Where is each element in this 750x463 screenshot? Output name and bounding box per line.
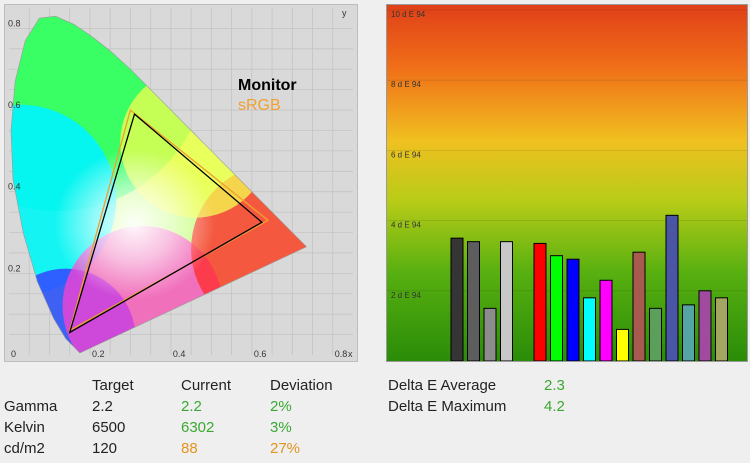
y-tick-label: 0.6 [8,100,21,110]
x-tick-label: 0.2 [92,349,105,359]
row-luminance-current: 88 [181,440,198,457]
cie-chart-svg: 0 0.2 0.4 0.6 0.8 0.2 0.4 0.6 0.8 x y Monitor sR… [8,8,353,359]
delta-e-bar [649,307,662,362]
delta-e-bar [715,297,728,362]
delta-e-bar [698,290,712,362]
delta-e-maximum-label: Delta E Maximum [388,398,507,415]
row-luminance-deviation: 27% [270,440,301,457]
header-deviation: Deviation [270,377,333,394]
spectral-locus-fill [11,16,307,353]
row-gamma-target: 2.2 [92,398,113,415]
row-luminance-label: cd/m2 [4,440,45,457]
delta-e-tick-label: 2 d E 94 [391,291,421,300]
row-kelvin-current: 6302 [181,419,215,436]
delta-e-tick-label: 8 d E 94 [391,80,421,89]
row-kelvin-target: 6500 [92,419,126,436]
delta-e-bar [450,237,464,362]
monitor-gamut-triangle [68,112,264,334]
delta-e-chart-svg: 2 d E 94 4 d E 94 6 d E 94 8 d E 94 10 d E 9… [387,5,747,362]
legend-monitor: Monitor [238,77,297,94]
delta-e-bar [467,241,480,362]
delta-e-bar [583,297,596,362]
y-tick-label: 0.8 [8,18,21,28]
delta-e-average-value: 2.3 [544,377,565,394]
row-kelvin-label: Kelvin [4,419,45,436]
delta-e-tick-label: 6 d E 94 [391,150,421,159]
delta-e-tick-label: 10 d E 94 [391,10,426,19]
delta-e-tick-label: 4 d E 94 [391,221,421,230]
delta-e-bar [632,251,646,362]
x-tick-label: 0.8 [335,349,348,359]
header-current: Current [181,377,232,394]
x-tick-label: 0.6 [254,349,267,359]
x-axis-label: x [348,349,353,359]
row-gamma-deviation: 2% [270,398,292,415]
delta-e-maximum-value: 4.2 [544,398,565,415]
y-axis-label: y [342,8,347,18]
delta-e-chart: 2 d E 94 4 d E 94 6 d E 94 8 d E 94 10 d E 9… [386,4,748,362]
delta-e-bar [550,255,563,362]
y-tick-label: 0.4 [8,182,21,192]
cie-chromaticity-chart: 0 0.2 0.4 0.6 0.8 0.2 0.4 0.6 0.8 x y Monitor sR… [4,4,358,362]
row-kelvin-deviation: 3% [270,419,292,436]
row-luminance-target: 120 [92,440,118,457]
delta-e-bar [665,214,679,362]
row-gamma-current: 2.2 [181,398,202,415]
delta-e-bar [483,307,497,362]
delta-e-bar [566,258,580,362]
x-tick-label: 0.4 [173,349,186,359]
delta-e-bar [682,304,695,362]
delta-e-bar [616,328,629,362]
delta-e-bar [500,241,513,362]
legend-srgb: sRGB [238,97,281,114]
delta-e-average-label: Delta E Average [388,377,497,394]
delta-e-bar [599,279,613,362]
spectral-locus-outline [10,15,308,354]
x-tick-label: 0 [11,349,16,359]
row-gamma-label: Gamma [4,398,58,415]
header-target: Target [92,377,134,394]
y-tick-label: 0.2 [8,263,21,273]
delta-e-bar [533,242,547,362]
